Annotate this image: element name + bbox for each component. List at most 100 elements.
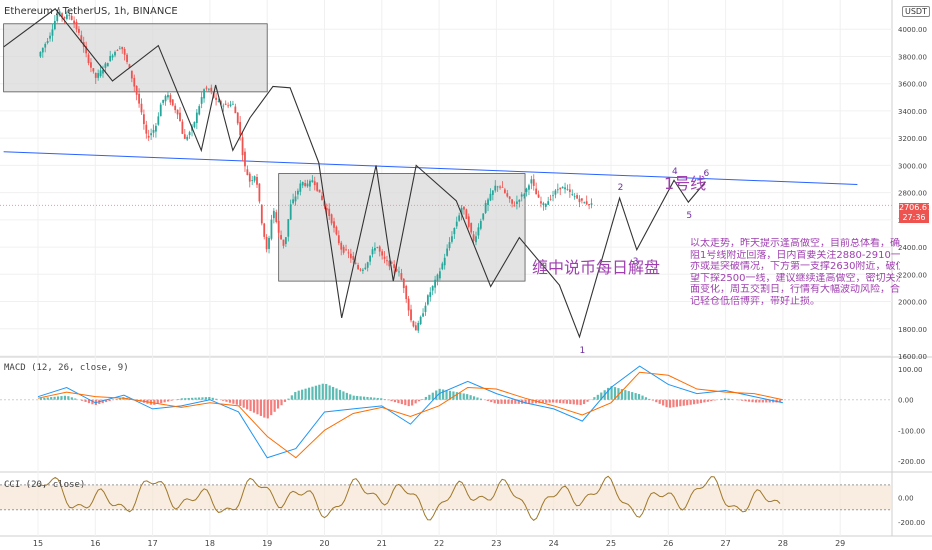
- macd-histogram-bar: [314, 385, 318, 400]
- candle-body: [232, 103, 234, 105]
- candle-body: [188, 132, 191, 136]
- macd-histogram-bar: [400, 399, 403, 405]
- macd-histogram-bar: [376, 397, 379, 400]
- candle-body: [195, 112, 198, 124]
- candle-body: [556, 189, 559, 191]
- candle-body: [198, 106, 201, 115]
- macd-histogram-bar: [208, 396, 211, 400]
- candle-body: [412, 321, 415, 327]
- macd-histogram-bar: [778, 399, 782, 403]
- macd-histogram-bar: [552, 399, 555, 403]
- candle-body: [289, 204, 292, 220]
- candle-body: [393, 264, 396, 269]
- macd-histogram-bar: [67, 396, 70, 400]
- macd-histogram-bar: [479, 398, 483, 400]
- candle-body: [431, 285, 434, 291]
- price-tick-label: 3000.00: [898, 162, 927, 170]
- candle-body: [41, 47, 44, 53]
- price-tick-label: 3400.00: [898, 108, 927, 116]
- macd-histogram-bar: [490, 399, 493, 403]
- candle-body: [405, 285, 408, 300]
- macd-histogram-bar: [689, 399, 692, 405]
- macd-histogram-bar: [342, 391, 345, 400]
- candle-body: [357, 265, 359, 270]
- macd-histogram-bar: [105, 399, 108, 403]
- macd-tick-label: 100.00: [898, 366, 923, 374]
- candle-body: [547, 201, 550, 205]
- macd-histogram-bar: [201, 397, 204, 400]
- price-tick-label: 3600.00: [898, 81, 927, 89]
- macd-histogram-bar: [50, 397, 53, 400]
- macd-histogram-bar: [703, 399, 706, 403]
- candle-body: [272, 210, 275, 219]
- candle-body: [270, 219, 273, 239]
- candle-body: [157, 116, 160, 125]
- candle-body: [436, 274, 439, 281]
- candle-body: [342, 246, 345, 253]
- candle-body: [566, 189, 569, 190]
- macd-histogram-bar: [194, 397, 197, 400]
- candle-body: [455, 221, 458, 227]
- candle-body: [525, 188, 528, 192]
- candle-body: [330, 214, 333, 224]
- macd-histogram-bar: [765, 399, 768, 403]
- macd-histogram-bar: [81, 399, 84, 401]
- candle-body: [477, 227, 480, 236]
- candle-body: [73, 20, 75, 25]
- macd-histogram-bar: [63, 395, 67, 400]
- candle-body: [104, 63, 107, 68]
- macd-histogram-bar: [507, 399, 510, 404]
- candle-body: [333, 221, 335, 228]
- macd-histogram-bar: [232, 399, 235, 404]
- candle-body: [171, 99, 174, 106]
- price-tick-label: 2400.00: [898, 244, 927, 252]
- macd-histogram-bar: [503, 399, 507, 404]
- macd-histogram-bar: [593, 397, 596, 400]
- macd-histogram-bar: [53, 396, 56, 400]
- macd-histogram-bar: [686, 399, 689, 406]
- macd-histogram-bar: [325, 383, 328, 400]
- candle-body: [352, 256, 355, 260]
- wave-label-4: 4: [672, 167, 678, 178]
- candle-body: [463, 206, 465, 210]
- macd-histogram-bar: [761, 399, 764, 403]
- candle-body: [426, 295, 429, 305]
- candle-body: [80, 35, 83, 43]
- candle-body: [496, 186, 499, 188]
- currency-badge[interactable]: USDT: [902, 6, 930, 17]
- candle-body: [304, 183, 307, 186]
- macd-histogram-bar: [572, 399, 575, 405]
- macd-histogram-bar: [215, 398, 218, 400]
- macd-histogram-bar: [424, 396, 428, 400]
- candle-body: [164, 95, 167, 102]
- macd-line: [37, 365, 784, 459]
- macd-histogram-bar: [46, 397, 49, 400]
- candle-body: [366, 262, 369, 268]
- candle-body: [410, 309, 412, 321]
- macd-histogram-bar: [455, 392, 458, 400]
- macd-histogram-bar: [287, 398, 290, 400]
- macd-histogram-bar: [91, 399, 94, 405]
- macd-histogram-bar: [204, 397, 207, 400]
- macd-histogram-bar: [70, 397, 73, 400]
- macd-histogram-bar: [562, 399, 565, 404]
- candle-body: [306, 183, 309, 187]
- macd-histogram-bar: [414, 399, 417, 404]
- candle-body: [118, 48, 121, 50]
- macd-histogram-bar: [297, 390, 300, 400]
- macd-histogram-bar: [356, 395, 359, 400]
- macd-histogram-bar: [421, 399, 424, 400]
- candle-body: [499, 186, 501, 188]
- candle-body: [369, 255, 372, 262]
- price-tick-label: 3200.00: [898, 135, 927, 143]
- candle-body: [258, 183, 261, 202]
- candle-body: [568, 189, 571, 193]
- candle-body: [535, 188, 538, 195]
- candle-body: [316, 182, 319, 191]
- candle-body: [520, 194, 523, 197]
- macd-histogram-bar: [672, 399, 675, 408]
- candle-body: [309, 180, 311, 187]
- candle-body: [482, 213, 485, 220]
- candle-body: [398, 271, 400, 273]
- candle-body: [530, 179, 533, 184]
